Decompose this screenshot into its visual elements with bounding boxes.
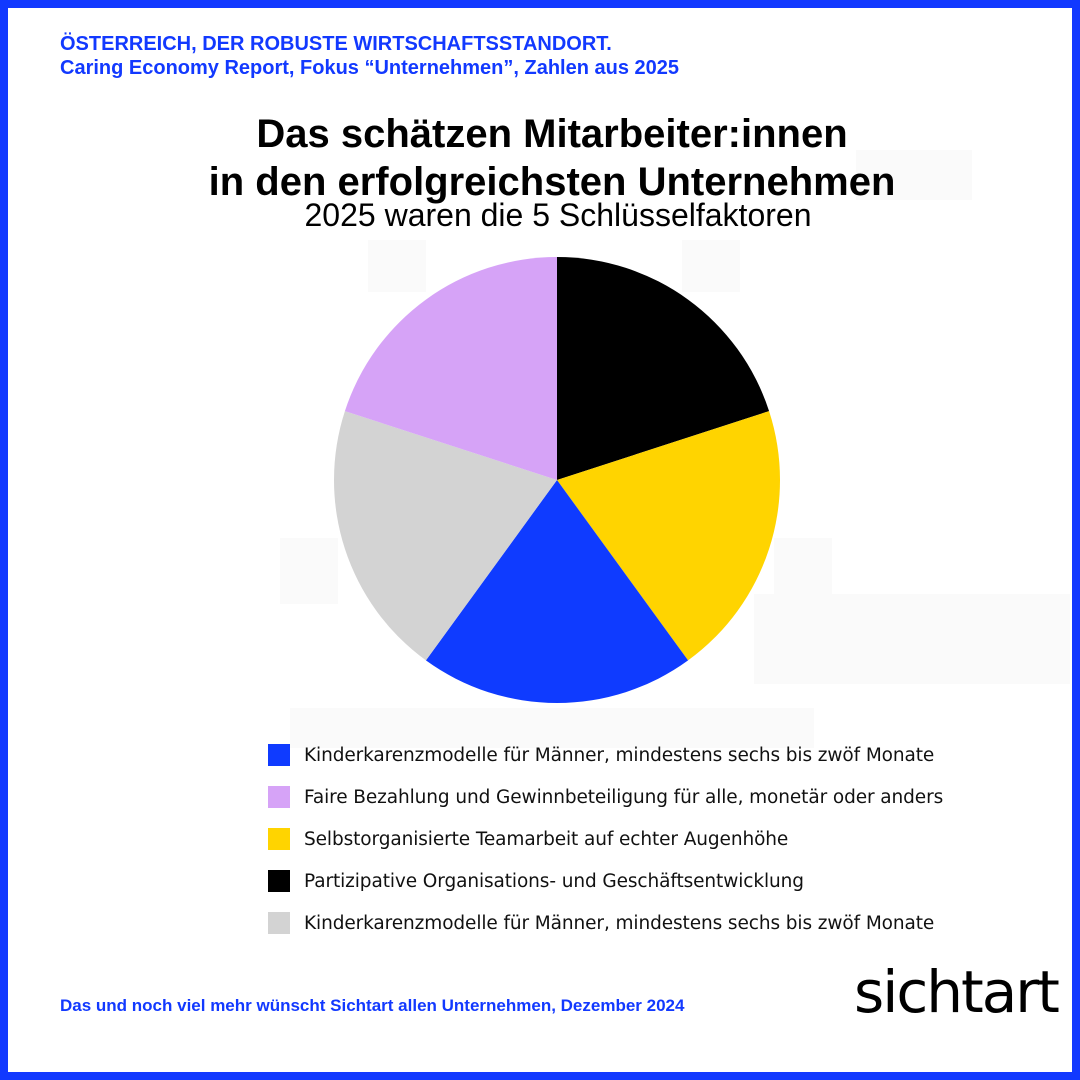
chart-subtitle: 2025 waren die 5 Schlüsselfaktoren <box>304 197 812 233</box>
legend-swatch <box>268 912 290 934</box>
background-patch <box>774 538 832 594</box>
legend-swatch <box>268 828 290 850</box>
background-patch <box>682 240 740 292</box>
sichtart-logo: sichtart <box>854 958 1060 1026</box>
chart-title-line-1: Das schätzen Mitarbeiter:innen <box>256 112 848 156</box>
background-patch <box>290 708 814 748</box>
legend-item: Kinderkarenzmodelle für Männer, mindeste… <box>268 742 934 768</box>
legend-item: Faire Bezahlung und Gewinnbeteiligung fü… <box>268 784 943 810</box>
pie-slice-violet <box>344 257 557 480</box>
pie-slice-yellow <box>557 411 781 661</box>
background-patch <box>280 538 338 604</box>
legend-label: Selbstorganisierte Teamarbeit auf echter… <box>304 828 789 850</box>
background-patch <box>368 240 426 292</box>
legend-swatch <box>268 870 290 892</box>
legend-label: Partizipative Organisations- und Geschäf… <box>304 870 804 892</box>
background-patch <box>754 594 1070 684</box>
legend-label: Kinderkarenzmodelle für Männer, mindeste… <box>304 912 935 934</box>
report-kicker: ÖSTERREICH, DER ROBUSTE WIRTSCHAFTSSTAND… <box>60 32 679 80</box>
kicker-line-2: Caring Economy Report, Fokus “Unternehme… <box>60 57 680 79</box>
legend-label: Faire Bezahlung und Gewinnbeteiligung fü… <box>304 786 944 808</box>
chart-title-line-2: in den erfolgreichsten Unternehmen <box>208 160 896 204</box>
pie-slice-black <box>557 257 770 480</box>
legend-item: Partizipative Organisations- und Geschäf… <box>268 868 804 894</box>
legend-swatch <box>268 744 290 766</box>
chart-title: Das schätzen Mitarbeiter:innen in den er… <box>0 110 1080 206</box>
legend-item: Kinderkarenzmodelle für Männer, mindeste… <box>268 910 934 936</box>
footer-note: Das und noch viel mehr wünscht Sichtart … <box>60 996 685 1015</box>
legend-item: Selbstorganisierte Teamarbeit auf echter… <box>268 826 788 852</box>
kicker-line-1: ÖSTERREICH, DER ROBUSTE WIRTSCHAFTSSTAND… <box>60 33 612 55</box>
background-patch <box>856 150 972 200</box>
pie-slice-grey <box>333 411 557 661</box>
legend-label: Kinderkarenzmodelle für Männer, mindeste… <box>304 744 935 766</box>
pie-slice-blue <box>425 480 689 704</box>
legend-swatch <box>268 786 290 808</box>
